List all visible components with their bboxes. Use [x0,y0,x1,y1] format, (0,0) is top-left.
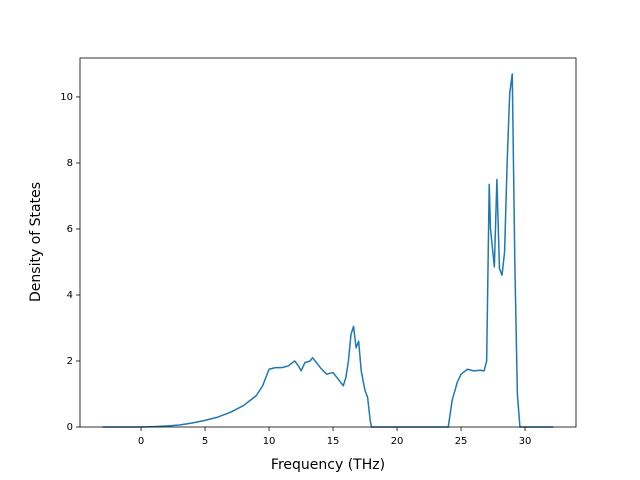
y-tick-label: 6 [67,224,73,235]
y-tick-label: 0 [67,422,73,433]
x-tick-label: 15 [327,436,340,447]
x-tick-label: 30 [519,436,532,447]
y-tick-label: 10 [60,92,73,103]
data-line [102,73,554,428]
y-axis-label: Density of States [28,182,44,302]
x-tick-label: 10 [263,436,276,447]
plot-frame [79,57,577,428]
y-tick-label: 8 [67,158,73,169]
x-tick-label: 20 [391,436,404,447]
y-tick-label: 2 [67,356,73,367]
y-tick-label: 4 [67,290,73,301]
x-tick-label: 5 [202,436,208,447]
x-tick-label: 0 [138,436,144,447]
x-tick-label: 25 [455,436,468,447]
x-axis-label: Frequency (THz) [271,457,385,473]
